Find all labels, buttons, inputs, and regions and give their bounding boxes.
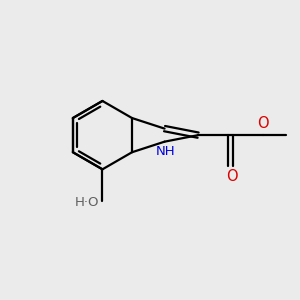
Text: O: O: [257, 116, 269, 131]
Text: NH: NH: [156, 145, 176, 158]
Text: H·O: H·O: [75, 196, 100, 208]
Text: O: O: [226, 169, 238, 184]
